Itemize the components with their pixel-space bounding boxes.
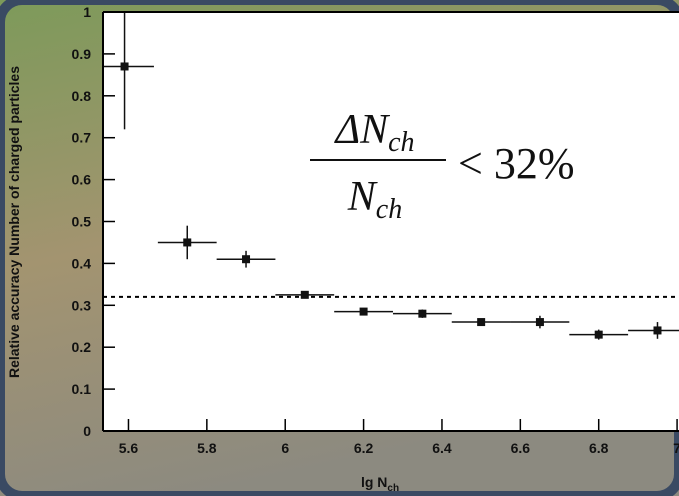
formula-denominator: Nch — [347, 174, 402, 225]
marker — [120, 62, 129, 71]
marker — [477, 318, 486, 327]
y-tick-label: 0.8 — [72, 88, 92, 104]
numerator-sub: ch — [388, 127, 414, 158]
x-axis-label-sub: ch — [387, 483, 399, 494]
marker — [359, 307, 368, 316]
formula-relation: < 32% — [458, 139, 574, 188]
y-tick-label: 0.1 — [72, 381, 92, 397]
y-tick-label: 0.6 — [72, 172, 92, 188]
denominator-sub: ch — [376, 194, 402, 225]
x-tick-label: 6.4 — [432, 440, 452, 456]
x-tick-label: 6 — [281, 440, 289, 456]
plot-content — [103, 12, 679, 340]
y-tick-label: 1 — [83, 4, 91, 20]
y-tick-label: 0.3 — [72, 297, 92, 313]
formula-numerator: ΔNch — [333, 107, 414, 158]
denominator-text: N — [347, 174, 378, 220]
y-tick-label: 0.5 — [72, 214, 92, 230]
x-tick-label: 5.6 — [119, 440, 139, 456]
x-tick-label: 6.2 — [354, 440, 374, 456]
marker — [594, 330, 603, 339]
y-tick-label: 0.4 — [72, 255, 92, 271]
formula: ΔNch Nch < 32% — [310, 107, 574, 225]
y-axis-label: Relative accuracy Number of charged part… — [6, 66, 22, 378]
x-tick-label: 6.8 — [589, 440, 609, 456]
y-tick-label: 0.2 — [72, 339, 92, 355]
x-axis-label: lg Nch — [361, 474, 399, 494]
y-tick-label: 0.7 — [72, 130, 92, 146]
numerator-text: ΔN — [333, 107, 390, 153]
marker — [535, 318, 544, 327]
marker — [300, 290, 309, 299]
x-axis-label-text: lg N — [361, 474, 387, 490]
x-tick-label: 7 — [673, 440, 679, 456]
plot-area — [103, 12, 679, 431]
x-tick-label: 6.6 — [511, 440, 531, 456]
marker — [653, 326, 662, 335]
marker — [418, 309, 427, 318]
y-tick-label: 0.9 — [72, 46, 92, 62]
marker — [183, 238, 192, 247]
x-tick-label: 5.8 — [197, 440, 217, 456]
y-tick-label: 0 — [83, 423, 91, 439]
marker — [242, 255, 251, 264]
